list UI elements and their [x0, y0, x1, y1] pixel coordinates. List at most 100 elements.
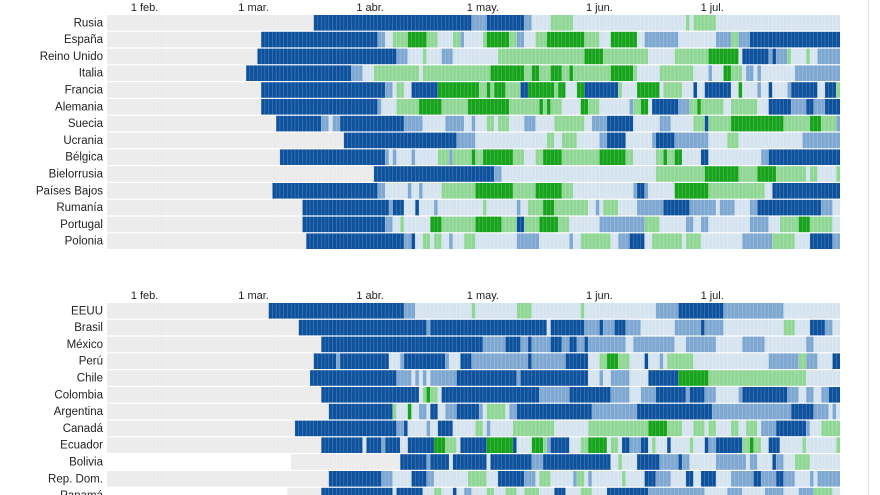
heatmap-cell-run: [588, 199, 596, 216]
heatmap-cell-run: [610, 387, 630, 403]
heatmap-cell-run: [746, 65, 754, 81]
heatmap-cell-run: [396, 99, 419, 115]
day-separators: [110, 149, 837, 165]
heatmap-cell-run: [449, 149, 453, 165]
heatmap-cell-run: [738, 31, 750, 48]
heatmap-cell-run: [821, 199, 833, 216]
heatmap-cell-run: [441, 48, 453, 65]
heatmap-cell-run: [561, 149, 600, 165]
day-separators: [110, 319, 837, 336]
heatmap-cell-run: [291, 454, 401, 470]
heatmap-cell-run: [648, 48, 675, 65]
heatmap-cell-run: [546, 31, 585, 48]
heatmap-cell-run: [787, 48, 792, 65]
heatmap-cell-run: [685, 471, 694, 487]
heatmap-cell-run: [730, 65, 743, 81]
heatmap-cell-run: [625, 149, 634, 165]
day-separators: [110, 403, 837, 420]
heatmap-cell-run: [554, 199, 589, 216]
day-separators: [110, 166, 837, 182]
heatmap-cell-run: [385, 82, 393, 98]
heatmap-cell-run: [693, 420, 705, 437]
row-label: México: [67, 339, 103, 351]
heatmap-cell-run: [471, 303, 476, 319]
heatmap-cell-run: [580, 487, 592, 495]
heatmap-cell-run: [546, 319, 551, 336]
heatmap-cell-run: [588, 99, 600, 115]
heatmap-cell-run: [813, 487, 833, 495]
heatmap-cell-run: [486, 199, 517, 216]
heatmap-row: Países Bajos: [36, 183, 840, 199]
heatmap-cell-run: [426, 420, 431, 437]
heatmap-cell-run: [806, 437, 837, 453]
day-separators: [110, 420, 837, 437]
heatmap-cell-run: [749, 216, 769, 233]
heatmap-cell-run: [606, 132, 626, 149]
heatmap-cell-run: [708, 115, 731, 132]
heatmap-cell-run: [802, 132, 840, 149]
heatmap-cell-run: [328, 403, 393, 420]
heatmap-cell-run: [392, 487, 397, 495]
heatmap-cell-run: [772, 48, 777, 65]
heatmap-cell-run: [655, 132, 675, 149]
row-label: Panamá: [60, 490, 103, 495]
heatmap-cell-run: [539, 471, 551, 487]
row-label: Chile: [77, 373, 103, 385]
heatmap-cell-run: [321, 336, 483, 353]
heatmap-cell-run: [561, 132, 577, 149]
heatmap-cell-run: [501, 166, 656, 182]
heatmap-cell-run: [550, 437, 570, 453]
heatmap-cell-run: [403, 115, 423, 132]
heatmap-cell-run: [475, 149, 483, 165]
heatmap-cell-run: [422, 183, 442, 199]
heatmap-cell-run: [715, 454, 747, 470]
heatmap-cell-run: [486, 82, 491, 98]
heatmap-row: Ecuador: [60, 437, 840, 453]
heatmap-cell-run: [742, 437, 750, 453]
row-label: Ecuador: [60, 440, 103, 452]
heatmap-cell-run: [659, 82, 664, 98]
heatmap-cell-run: [802, 437, 807, 453]
heatmap-cell-run: [561, 65, 570, 81]
heatmap-cell-run: [704, 115, 709, 132]
heatmap-cell-run: [667, 353, 694, 369]
heatmap-cell-run: [418, 199, 435, 216]
heatmap-cell-run: [742, 233, 773, 249]
heatmap-cell-run: [422, 115, 446, 132]
heatmap-cell-run: [107, 149, 280, 165]
heatmap-cell-run: [107, 370, 310, 386]
heatmap-cell-run: [531, 15, 551, 31]
heatmap-cell-run: [783, 115, 810, 132]
heatmap-cell-run: [456, 403, 480, 420]
heatmap-cell-run: [836, 403, 840, 420]
heatmap-cell-run: [543, 437, 547, 453]
heatmap-cell-run: [340, 115, 404, 132]
heatmap-cell-run: [794, 65, 840, 81]
heatmap-row: Bolivia: [69, 454, 840, 470]
heatmap-cell-run: [573, 15, 686, 31]
heatmap-cell-run: [715, 420, 731, 437]
heatmap-cell-run: [772, 454, 777, 470]
heatmap-cell-run: [403, 420, 408, 437]
heatmap-row: EEUU: [71, 303, 840, 319]
x-tick-label: 1 abr.: [356, 2, 384, 14]
heatmap-cell-run: [437, 420, 453, 437]
heatmap-cell-run: [779, 216, 799, 233]
heatmap-cell-run: [828, 403, 833, 420]
heatmap-cell-run: [629, 370, 649, 386]
day-separators: [110, 437, 837, 453]
heatmap-cell-run: [742, 65, 747, 81]
heatmap-cell-run: [558, 216, 570, 233]
heatmap-cell-run: [629, 387, 641, 403]
heatmap-cell-run: [637, 183, 645, 199]
row-label: Polonia: [65, 236, 104, 248]
heatmap-cell-run: [813, 471, 818, 487]
heatmap-cell-run: [407, 437, 435, 453]
heatmap-cell-run: [516, 370, 521, 386]
heatmap-cell-run: [809, 48, 818, 65]
heatmap-cell-run: [321, 487, 393, 495]
heatmap-cell-run: [486, 15, 525, 31]
row-label: Francia: [65, 85, 104, 97]
heatmap-cell-run: [674, 149, 683, 165]
heatmap-cell-run: [107, 353, 314, 369]
